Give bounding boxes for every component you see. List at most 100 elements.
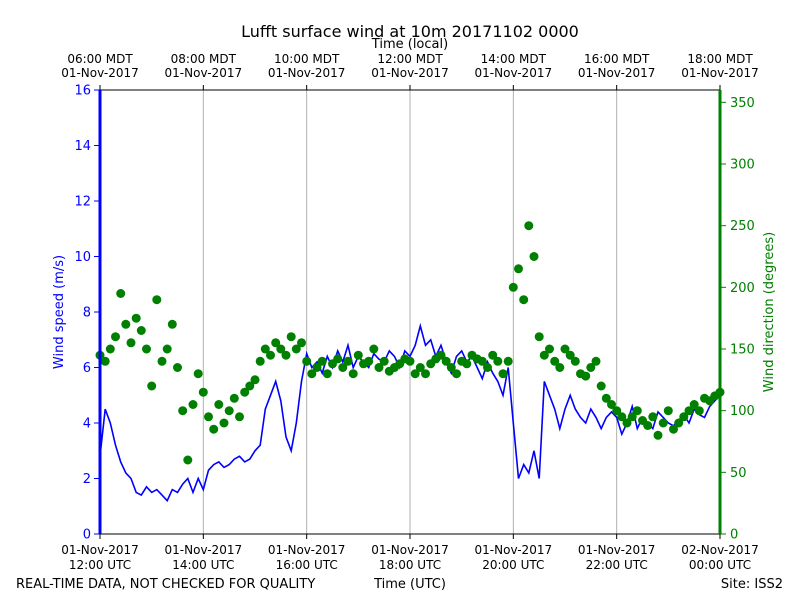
- left-tick-label: 10: [74, 250, 91, 265]
- wind-direction-point: [653, 430, 663, 440]
- wind-direction-point: [364, 356, 374, 366]
- wind-direction-point: [441, 356, 451, 366]
- wind-direction-point: [317, 356, 327, 366]
- top-tick-date: 01-Nov-2017: [268, 66, 346, 80]
- wind-direction-point: [235, 412, 244, 422]
- left-tick-label: 4: [83, 417, 91, 432]
- wind-direction-point: [545, 344, 554, 354]
- wind-direction-point: [684, 406, 694, 416]
- wind-direction-point: [100, 356, 110, 366]
- wind-direction-point: [436, 350, 446, 360]
- top-tick-date: 01-Nov-2017: [681, 66, 759, 80]
- right-tick-label: 100: [730, 404, 755, 419]
- bottom-tick-date: 01-Nov-2017: [371, 543, 449, 557]
- wind-direction-point: [519, 295, 529, 305]
- wind-direction-point: [198, 387, 208, 397]
- wind-direction-point: [452, 369, 461, 379]
- wind-direction-point: [658, 418, 668, 428]
- quality-disclaimer: REAL-TIME DATA, NOT CHECKED FOR QUALITY: [16, 577, 315, 592]
- wind-direction-point: [338, 363, 348, 372]
- top-tick-time: 18:00 MDT: [687, 52, 753, 66]
- right-tick-label: 200: [730, 281, 755, 296]
- wind-speed-line: [99, 322, 721, 503]
- bottom-tick-date: 01-Nov-2017: [578, 543, 656, 557]
- wind-direction-point: [663, 406, 673, 416]
- wind-direction-point: [498, 369, 508, 379]
- grid-lines: [202, 90, 618, 534]
- wind-direction-point: [209, 424, 219, 434]
- wind-direction-point: [591, 356, 601, 366]
- top-tick-date: 01-Nov-2017: [165, 66, 243, 80]
- wind-direction-point: [214, 400, 224, 409]
- wind-direction-point: [550, 356, 560, 366]
- x-axis-bottom-label: Time (UTC): [373, 577, 446, 592]
- left-axis-ticks: 0 2 4 6 8 10 12 14 16: [74, 84, 100, 543]
- wind-direction-point: [539, 350, 549, 360]
- wind-direction-point: [570, 356, 580, 366]
- bottom-tick-date: 01-Nov-2017: [165, 543, 243, 557]
- left-tick-label: 0: [83, 528, 91, 543]
- wind-direction-point: [493, 356, 503, 366]
- left-tick-label: 12: [74, 195, 91, 210]
- wind-direction-point: [421, 369, 430, 379]
- wind-direction-point: [229, 393, 239, 403]
- wind-direction-point: [224, 406, 234, 416]
- bottom-tick-date: 02-Nov-2017: [681, 543, 759, 557]
- wind-direction-point: [193, 369, 203, 379]
- bottom-tick-time: 00:00 UTC: [689, 558, 751, 572]
- bottom-tick-date: 01-Nov-2017: [61, 543, 139, 557]
- wind-direction-point: [514, 264, 523, 274]
- wind-direction-point: [204, 412, 213, 422]
- wind-direction-point: [529, 252, 539, 261]
- wind-direction-point: [534, 332, 544, 342]
- left-tick-label: 14: [74, 139, 91, 154]
- wind-direction-point: [266, 350, 275, 360]
- wind-direction-point: [555, 363, 565, 372]
- wind-direction-point: [627, 412, 637, 422]
- right-tick-label: 350: [730, 96, 755, 111]
- wind-direction-point: [333, 354, 343, 364]
- wind-direction-point: [131, 313, 141, 323]
- wind-direction-point: [105, 344, 115, 354]
- wind-direction-point: [462, 359, 472, 369]
- wind-direction-point: [136, 326, 146, 335]
- right-tick-label: 250: [730, 219, 755, 234]
- left-tick-label: 2: [83, 472, 91, 487]
- x-axis-top-label: Time (local): [371, 37, 448, 52]
- chart-title: Lufft surface wind at 10m 20171102 0000: [241, 22, 579, 41]
- bottom-tick-time: 12:00 UTC: [69, 558, 131, 572]
- left-tick-label: 6: [83, 361, 91, 376]
- wind-direction-point: [617, 412, 627, 422]
- top-tick-date: 01-Nov-2017: [371, 66, 449, 80]
- top-tick-time: 08:00 MDT: [171, 52, 237, 66]
- bottom-tick-date: 01-Nov-2017: [268, 543, 346, 557]
- top-tick-time: 06:00 MDT: [67, 52, 133, 66]
- wind-direction-point: [524, 221, 534, 231]
- bottom-tick-time: 14:00 UTC: [172, 558, 234, 572]
- wind-direction-point: [674, 418, 684, 428]
- wind-speed-series: [99, 322, 721, 503]
- wind-direction-point: [291, 344, 301, 354]
- wind-direction-point: [162, 344, 172, 354]
- wind-direction-point: [503, 356, 513, 366]
- wind-direction-point: [250, 375, 260, 385]
- wind-direction-point: [679, 412, 689, 422]
- left-tick-label: 16: [74, 84, 91, 99]
- top-tick-date: 01-Nov-2017: [61, 66, 139, 80]
- wind-direction-series: [95, 221, 725, 465]
- right-tick-label: 150: [730, 343, 755, 358]
- bottom-tick-time: 18:00 UTC: [379, 558, 441, 572]
- wind-direction-point: [446, 363, 456, 372]
- site-label: Site: ISS2: [721, 577, 783, 592]
- wind-direction-point: [219, 418, 229, 428]
- wind-direction-point: [297, 338, 306, 348]
- right-tick-label: 300: [730, 158, 755, 173]
- wind-direction-point: [281, 350, 291, 360]
- wind-direction-point: [565, 350, 575, 360]
- wind-direction-point: [643, 421, 653, 430]
- top-tick-time: 16:00 MDT: [584, 52, 650, 66]
- wind-direction-point: [121, 319, 131, 329]
- bottom-tick-time: 22:00 UTC: [586, 558, 648, 572]
- wind-direction-point: [343, 356, 353, 366]
